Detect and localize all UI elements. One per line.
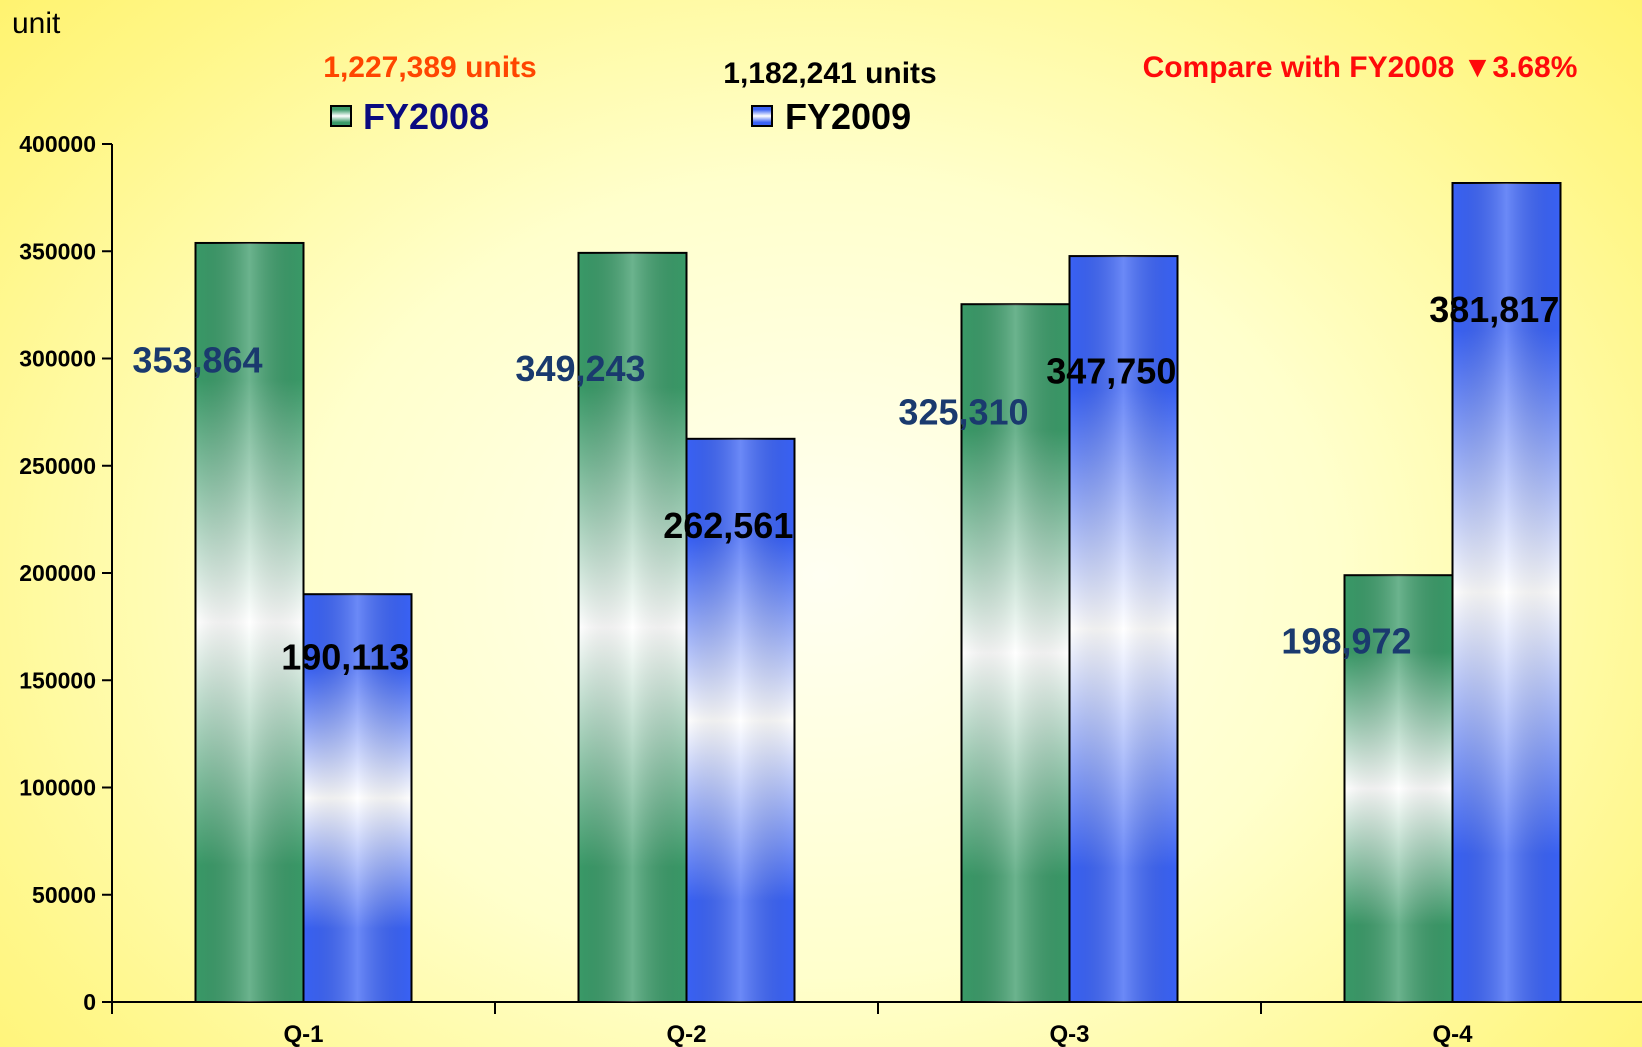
bar-fy2008-shade xyxy=(961,304,1070,1002)
data-label-fy2008: 325,310 xyxy=(898,391,1028,432)
bar-fy2008-shade xyxy=(195,242,304,1002)
data-label-fy2009: 262,561 xyxy=(663,505,793,546)
data-label-fy2009: 190,113 xyxy=(281,636,409,677)
bar-fy2009-shade xyxy=(1452,183,1561,1002)
y-tick-label: 300000 xyxy=(19,346,96,372)
data-label-fy2009: 347,750 xyxy=(1046,351,1176,392)
y-axis-unit-label: unit xyxy=(12,7,61,40)
x-category-label: Q-3 xyxy=(1049,1021,1089,1047)
data-label-fy2008: 198,972 xyxy=(1281,620,1411,661)
x-category-label: Q-4 xyxy=(1432,1021,1473,1047)
x-category-label: Q-2 xyxy=(666,1021,706,1047)
data-label-fy2009: 381,817 xyxy=(1429,289,1559,330)
legend: FY2008 FY2009 xyxy=(330,96,911,137)
y-tick-label: 200000 xyxy=(19,560,96,586)
y-tick-label: 50000 xyxy=(32,882,96,908)
data-label-fy2008: 349,243 xyxy=(515,348,645,389)
bar-fy2008-shade xyxy=(578,252,687,1002)
y-tick-label: 0 xyxy=(83,989,96,1015)
legend-swatch-fy2009 xyxy=(751,105,773,127)
bar-fy2009-shade xyxy=(1069,256,1178,1002)
data-label-fy2008: 353,864 xyxy=(132,340,262,381)
y-tick-label: 150000 xyxy=(19,667,96,693)
fy2009-total-label: 1,182,241 units xyxy=(723,57,936,90)
y-tick-label: 350000 xyxy=(19,238,96,264)
y-tick-label: 100000 xyxy=(19,775,96,801)
bar-fy2009-shade xyxy=(303,594,412,1002)
bar-fy2008-shade xyxy=(1344,575,1453,1002)
x-category-label: Q-1 xyxy=(283,1021,323,1047)
comparison-annotation: Compare with FY2008 ▼3.68% xyxy=(1143,51,1578,84)
legend-label-fy2009: FY2009 xyxy=(785,96,911,137)
legend-label-fy2008: FY2008 xyxy=(363,96,489,137)
y-tick-label: 250000 xyxy=(19,453,96,479)
y-tick-label: 400000 xyxy=(19,131,96,157)
legend-swatch-fy2008 xyxy=(330,105,352,127)
bar-fy2009-shade xyxy=(686,438,795,1002)
fy2008-total-label: 1,227,389 units xyxy=(323,51,536,84)
